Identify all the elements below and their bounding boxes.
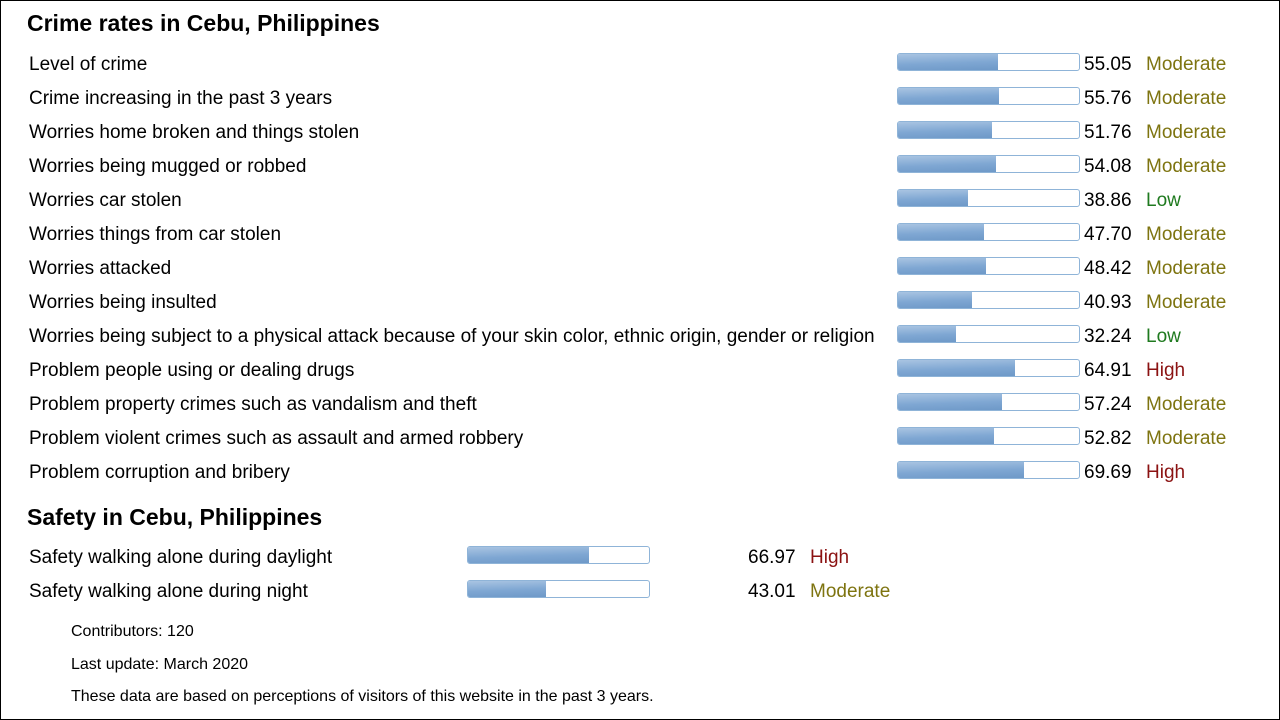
score-bar [897, 87, 1080, 105]
table-row: Worries being subject to a physical atta… [0, 322, 1280, 356]
disclaimer-text: These data are based on perceptions of v… [71, 688, 654, 705]
score-bar [467, 546, 650, 564]
score-value: 48.42 [1084, 258, 1132, 279]
score-value: 69.69 [1084, 462, 1132, 483]
table-row: Problem corruption and bribery 69.69 High [0, 458, 1280, 492]
score-bar-fill [468, 547, 590, 563]
table-row: Problem people using or dealing drugs 64.… [0, 356, 1280, 390]
level-badge: Moderate [1146, 224, 1227, 245]
score-bar [897, 291, 1080, 309]
table-row: Worries attacked 48.42 Moderate [0, 254, 1280, 288]
score-bar-fill [468, 581, 546, 597]
row-label: Problem violent crimes such as assault a… [29, 428, 524, 449]
score-value: 55.76 [1084, 88, 1132, 109]
level-badge: Moderate [1146, 122, 1227, 143]
table-row: Problem property crimes such as vandalis… [0, 390, 1280, 424]
score-value: 57.24 [1084, 394, 1132, 415]
row-label: Safety walking alone during night [29, 581, 308, 602]
level-badge: Low [1146, 326, 1181, 347]
score-bar-fill [898, 326, 957, 342]
score-value: 40.93 [1084, 292, 1132, 313]
level-badge: Moderate [1146, 394, 1227, 415]
table-row: Worries car stolen 38.86 Low [0, 186, 1280, 220]
score-bar [897, 359, 1080, 377]
score-value: 43.01 [748, 581, 796, 602]
row-label: Worries car stolen [29, 190, 182, 211]
score-value: 38.86 [1084, 190, 1132, 211]
table-row: Worries being insulted 40.93 Moderate [0, 288, 1280, 322]
score-bar [897, 53, 1080, 71]
score-value: 64.91 [1084, 360, 1132, 381]
row-label: Worries being insulted [29, 292, 217, 313]
score-bar [467, 580, 650, 598]
score-bar-fill [898, 258, 986, 274]
level-badge: Moderate [810, 581, 891, 602]
score-value: 47.70 [1084, 224, 1132, 245]
score-bar-fill [898, 224, 985, 240]
contributors-text: Contributors: 120 [71, 623, 194, 640]
score-bar [897, 121, 1080, 139]
level-badge: Moderate [1146, 156, 1227, 177]
level-badge: High [1146, 462, 1186, 483]
score-bar [897, 155, 1080, 173]
score-bar [897, 189, 1080, 207]
table-row: Safety walking alone during daylight 66.9… [0, 543, 1280, 577]
row-label: Problem corruption and bribery [29, 462, 290, 483]
score-bar [897, 393, 1080, 411]
table-row: Level of crime 55.05 Moderate [0, 50, 1280, 84]
table-row: Worries things from car stolen 47.70 Moder… [0, 220, 1280, 254]
score-bar-fill [898, 190, 969, 206]
row-label: Worries things from car stolen [29, 224, 282, 245]
row-label: Worries attacked [29, 258, 172, 279]
level-badge: Moderate [1146, 54, 1227, 75]
score-bar [897, 257, 1080, 275]
score-bar-fill [898, 156, 996, 172]
score-bar [897, 223, 1080, 241]
score-bar-fill [898, 88, 999, 104]
row-label: Problem property crimes such as vandalis… [29, 394, 477, 415]
row-label: Crime increasing in the past 3 years [29, 88, 333, 109]
score-bar-fill [898, 122, 992, 138]
row-label: Worries home broken and things stolen [29, 122, 360, 143]
score-value: 55.05 [1084, 54, 1132, 75]
score-bar-fill [898, 462, 1025, 478]
level-badge: Low [1146, 190, 1181, 211]
row-label: Level of crime [29, 54, 148, 75]
score-value: 51.76 [1084, 122, 1132, 143]
table-row: Problem violent crimes such as assault a… [0, 424, 1280, 458]
last-update-text: Last update: March 2020 [71, 656, 249, 673]
table-row: Worries being mugged or robbed 54.08 Moder… [0, 152, 1280, 186]
score-value: 52.82 [1084, 428, 1132, 449]
level-badge: Moderate [1146, 88, 1227, 109]
score-bar-fill [898, 428, 994, 444]
level-badge: High [1146, 360, 1186, 381]
safety-section-title: Safety in Cebu, Philippines [27, 504, 323, 530]
score-value: 54.08 [1084, 156, 1132, 177]
row-label: Worries being subject to a physical atta… [29, 326, 875, 347]
level-badge: Moderate [1146, 428, 1227, 449]
score-value: 32.24 [1084, 326, 1132, 347]
table-row: Crime increasing in the past 3 years 55.7… [0, 84, 1280, 118]
row-label: Worries being mugged or robbed [29, 156, 307, 177]
score-bar-fill [898, 394, 1002, 410]
score-bar [897, 427, 1080, 445]
row-label: Problem people using or dealing drugs [29, 360, 355, 381]
level-badge: High [810, 547, 850, 568]
score-bar [897, 325, 1080, 343]
crime-section-title: Crime rates in Cebu, Philippines [27, 10, 380, 36]
table-row: Safety walking alone during night 43.01 Mo… [0, 577, 1280, 611]
row-label: Safety walking alone during daylight [29, 547, 333, 568]
score-bar-fill [898, 292, 973, 308]
score-bar-fill [898, 360, 1016, 376]
score-value: 66.97 [748, 547, 796, 568]
score-bar-fill [898, 54, 998, 70]
level-badge: Moderate [1146, 258, 1227, 279]
score-bar [897, 461, 1080, 479]
level-badge: Moderate [1146, 292, 1227, 313]
table-row: Worries home broken and things stolen 51.… [0, 118, 1280, 152]
